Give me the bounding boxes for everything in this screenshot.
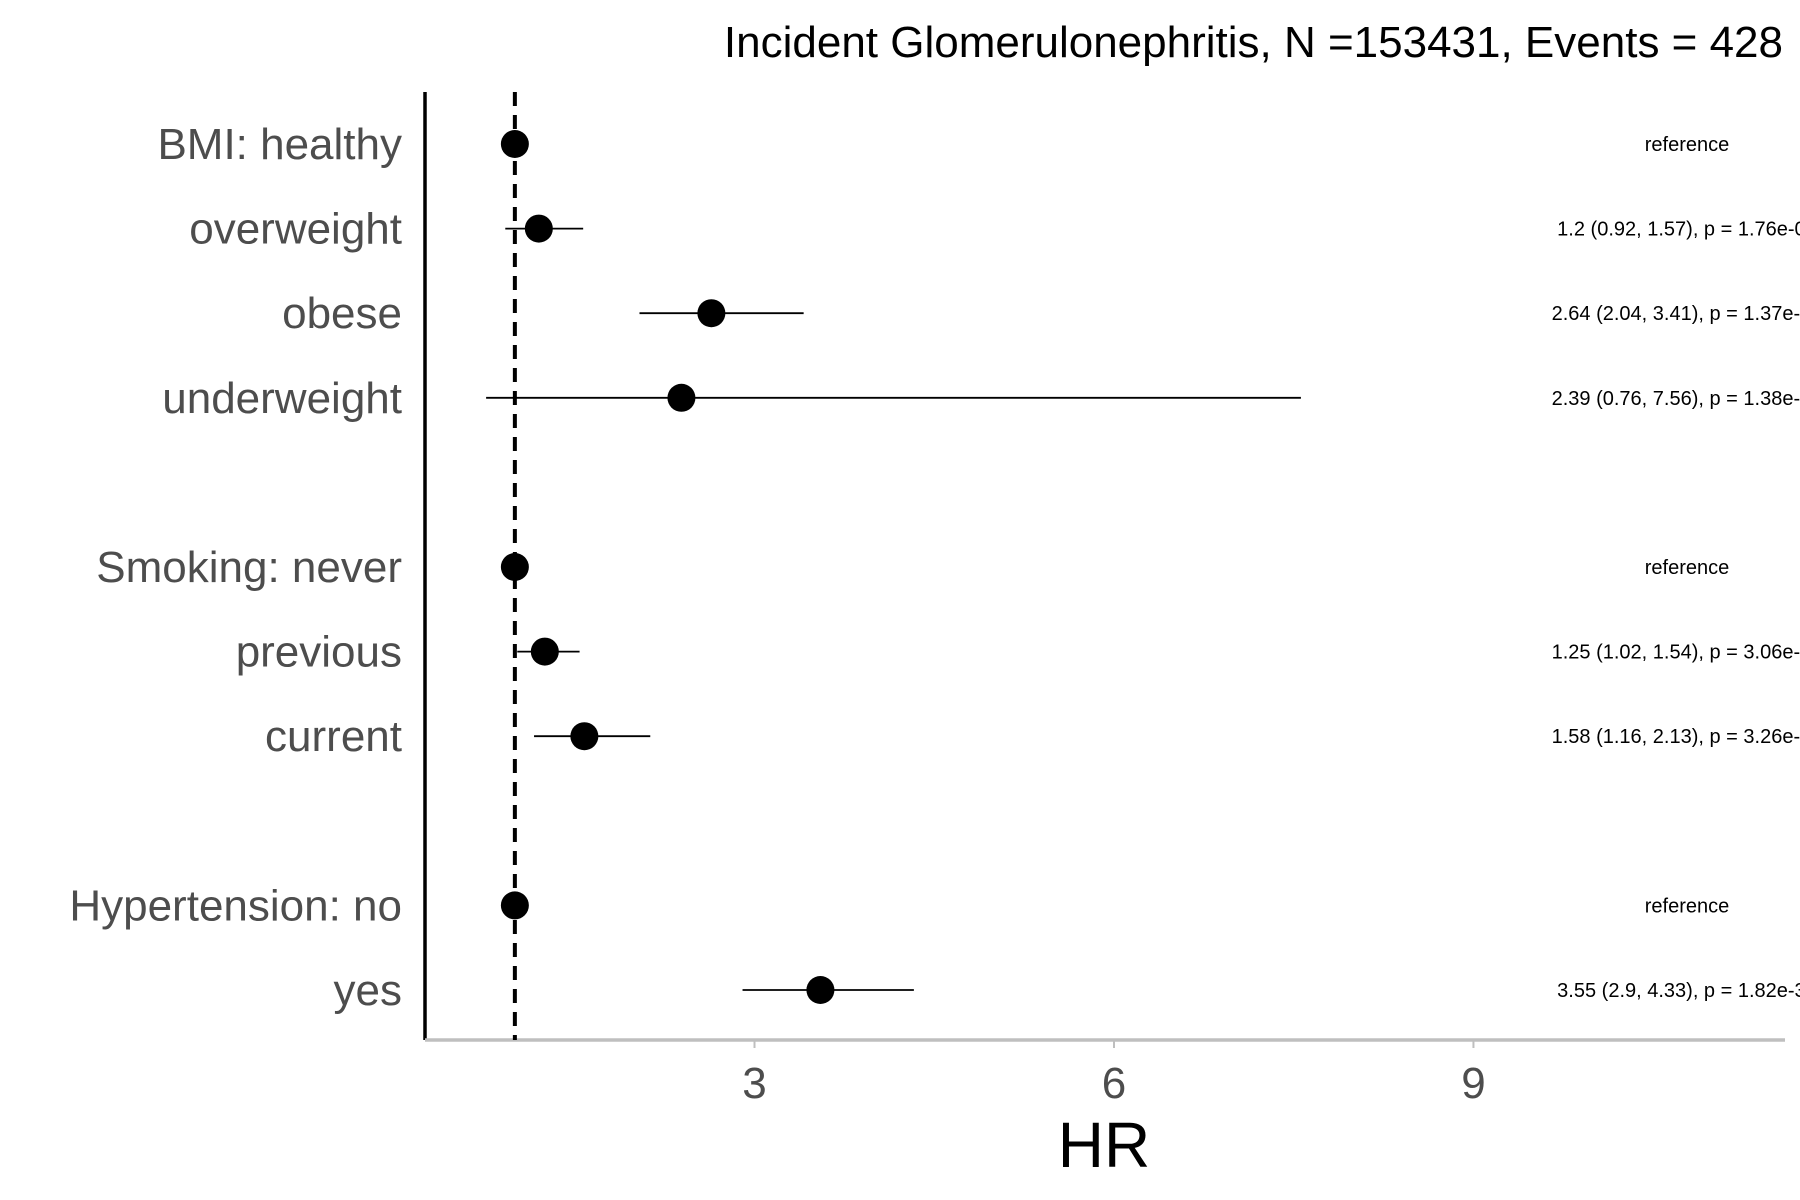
x-tick-label: 9: [1461, 1059, 1485, 1108]
row-label: previous: [236, 628, 402, 677]
ci-annotation: 2.39 (0.76, 7.56), p = 1.38e-01: [1552, 388, 1800, 410]
row-label: Smoking: never: [96, 543, 402, 592]
hr-point: [500, 891, 529, 920]
chart-title: Incident Glomerulonephritis, N =153431, …: [724, 18, 1783, 67]
ci-annotation: 3.55 (2.9, 4.33), p = 1.82e-35: [1557, 980, 1800, 1002]
row-label: current: [265, 712, 402, 761]
row-label: obese: [282, 289, 402, 338]
row-label: underweight: [162, 374, 402, 423]
row-label: Hypertension: no: [69, 881, 402, 930]
hr-point: [697, 299, 726, 328]
hr-point: [500, 130, 529, 158]
hr-point: [530, 637, 559, 666]
ci-annotation: 1.58 (1.16, 2.13), p = 3.26e-03: [1552, 726, 1800, 748]
hr-point: [667, 383, 696, 412]
hr-point: [570, 722, 599, 751]
hr-point: [500, 553, 529, 581]
x-tick-label: 3: [742, 1059, 766, 1108]
hr-point: [806, 976, 835, 1004]
ci-annotation: 1.25 (1.02, 1.54), p = 3.06e-02: [1552, 642, 1800, 664]
x-axis-label: HR: [1058, 1109, 1150, 1181]
row-label: BMI: healthy: [157, 120, 402, 169]
chart-marks: 3 6 9 BMI: healthy reference overweight 1.2 (0…: [69, 92, 1800, 1108]
ci-annotation: reference: [1645, 895, 1730, 917]
row-label: yes: [334, 966, 402, 1015]
row-label: overweight: [189, 205, 402, 254]
x-tick-label: 6: [1102, 1059, 1126, 1108]
ci-annotation: reference: [1645, 557, 1730, 579]
hr-point: [524, 214, 553, 243]
ci-annotation: 1.2 (0.92, 1.57), p = 1.76e-01: [1557, 219, 1800, 241]
ci-annotation: reference: [1645, 134, 1730, 156]
ci-annotation: 2.64 (2.04, 3.41), p = 1.37e-13: [1552, 303, 1800, 325]
